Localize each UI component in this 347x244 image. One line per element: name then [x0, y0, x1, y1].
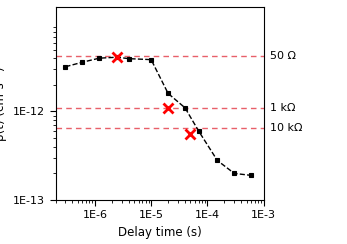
Text: 50 Ω: 50 Ω [270, 51, 296, 61]
X-axis label: Delay time (s): Delay time (s) [118, 226, 202, 239]
Text: 10 kΩ: 10 kΩ [270, 123, 303, 133]
Y-axis label: β(t) (cm³s⁻¹): β(t) (cm³s⁻¹) [0, 66, 7, 141]
Text: 1 kΩ: 1 kΩ [270, 103, 295, 113]
